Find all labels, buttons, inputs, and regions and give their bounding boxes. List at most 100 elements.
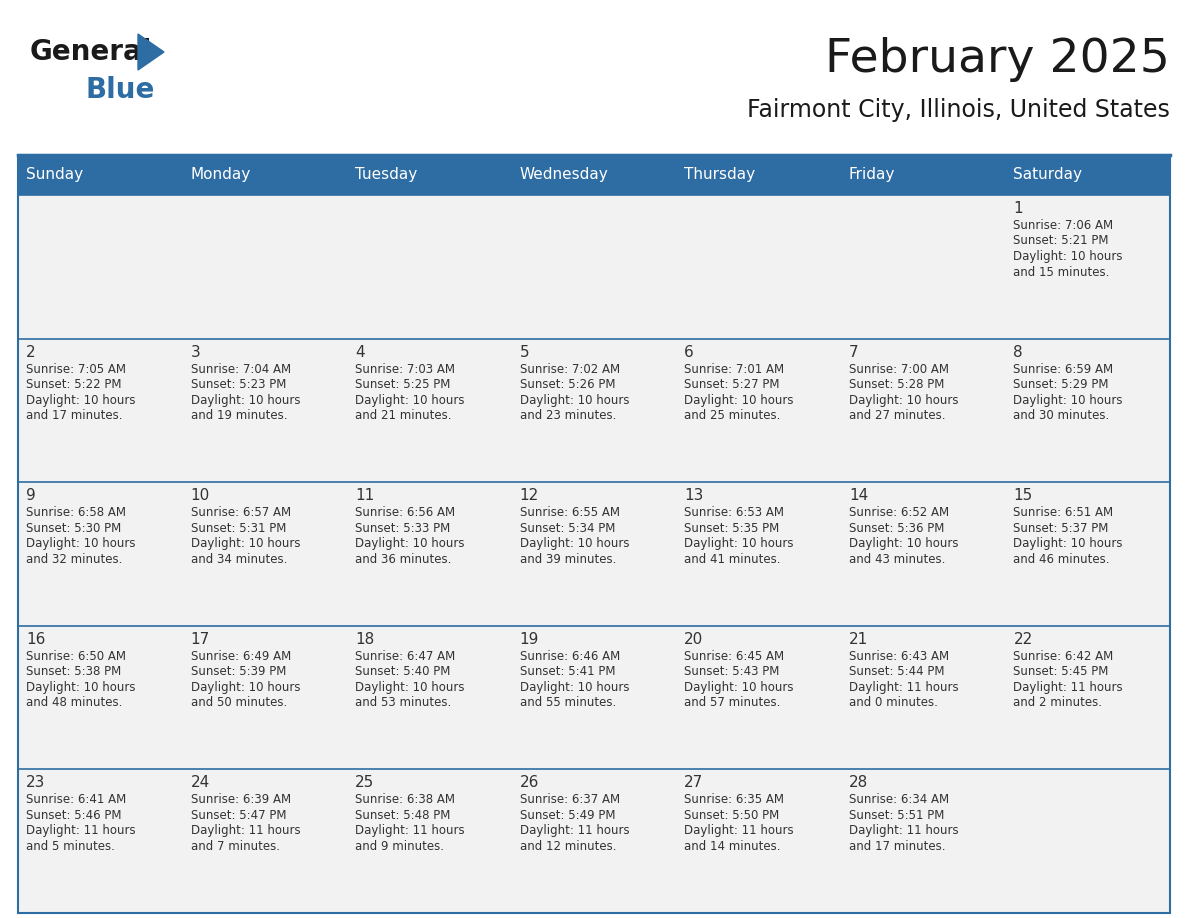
Text: Sunrise: 6:38 AM: Sunrise: 6:38 AM — [355, 793, 455, 806]
Text: Daylight: 10 hours: Daylight: 10 hours — [190, 681, 301, 694]
Text: and 15 minutes.: and 15 minutes. — [1013, 265, 1110, 278]
Text: Sunset: 5:33 PM: Sunset: 5:33 PM — [355, 521, 450, 534]
Text: 9: 9 — [26, 488, 36, 503]
Text: and 5 minutes.: and 5 minutes. — [26, 840, 115, 853]
Text: Sunrise: 6:41 AM: Sunrise: 6:41 AM — [26, 793, 126, 806]
Text: Sunrise: 6:37 AM: Sunrise: 6:37 AM — [519, 793, 620, 806]
Text: Sunrise: 7:03 AM: Sunrise: 7:03 AM — [355, 363, 455, 375]
Text: and 25 minutes.: and 25 minutes. — [684, 409, 781, 422]
Text: 20: 20 — [684, 632, 703, 647]
Text: 5: 5 — [519, 344, 530, 360]
Text: Daylight: 10 hours: Daylight: 10 hours — [1013, 394, 1123, 407]
Text: Daylight: 10 hours: Daylight: 10 hours — [190, 537, 301, 550]
Text: Daylight: 10 hours: Daylight: 10 hours — [519, 394, 630, 407]
Text: and 48 minutes.: and 48 minutes. — [26, 696, 122, 710]
Text: Daylight: 10 hours: Daylight: 10 hours — [355, 681, 465, 694]
Text: 11: 11 — [355, 488, 374, 503]
Text: and 30 minutes.: and 30 minutes. — [1013, 409, 1110, 422]
Text: and 17 minutes.: and 17 minutes. — [26, 409, 122, 422]
Text: Sunset: 5:36 PM: Sunset: 5:36 PM — [849, 521, 944, 534]
Text: General: General — [30, 38, 152, 66]
Text: Sunset: 5:21 PM: Sunset: 5:21 PM — [1013, 234, 1108, 248]
Text: Sunset: 5:34 PM: Sunset: 5:34 PM — [519, 521, 615, 534]
Text: Sunrise: 6:34 AM: Sunrise: 6:34 AM — [849, 793, 949, 806]
Text: Saturday: Saturday — [1013, 167, 1082, 183]
Text: Sunset: 5:45 PM: Sunset: 5:45 PM — [1013, 666, 1108, 678]
Bar — [18, 482, 1170, 626]
Text: Daylight: 11 hours: Daylight: 11 hours — [1013, 681, 1123, 694]
Text: and 19 minutes.: and 19 minutes. — [190, 409, 287, 422]
Text: 10: 10 — [190, 488, 210, 503]
Text: 28: 28 — [849, 776, 868, 790]
Text: and 50 minutes.: and 50 minutes. — [190, 696, 286, 710]
Text: Daylight: 11 hours: Daylight: 11 hours — [190, 824, 301, 837]
Text: Sunrise: 6:58 AM: Sunrise: 6:58 AM — [26, 506, 126, 520]
Text: Sunrise: 6:56 AM: Sunrise: 6:56 AM — [355, 506, 455, 520]
Text: Sunrise: 6:57 AM: Sunrise: 6:57 AM — [190, 506, 291, 520]
Text: 26: 26 — [519, 776, 539, 790]
Text: Sunset: 5:35 PM: Sunset: 5:35 PM — [684, 521, 779, 534]
Text: 8: 8 — [1013, 344, 1023, 360]
Text: Sunset: 5:27 PM: Sunset: 5:27 PM — [684, 378, 779, 391]
Text: Daylight: 10 hours: Daylight: 10 hours — [849, 394, 959, 407]
Text: and 53 minutes.: and 53 minutes. — [355, 696, 451, 710]
Text: Thursday: Thursday — [684, 167, 756, 183]
Text: and 2 minutes.: and 2 minutes. — [1013, 696, 1102, 710]
Text: and 36 minutes.: and 36 minutes. — [355, 553, 451, 565]
Text: Sunrise: 6:35 AM: Sunrise: 6:35 AM — [684, 793, 784, 806]
Text: and 41 minutes.: and 41 minutes. — [684, 553, 781, 565]
Text: Tuesday: Tuesday — [355, 167, 417, 183]
Text: Sunrise: 7:00 AM: Sunrise: 7:00 AM — [849, 363, 949, 375]
Text: and 21 minutes.: and 21 minutes. — [355, 409, 451, 422]
Text: Wednesday: Wednesday — [519, 167, 608, 183]
Text: Daylight: 11 hours: Daylight: 11 hours — [849, 681, 959, 694]
Text: 27: 27 — [684, 776, 703, 790]
Text: and 46 minutes.: and 46 minutes. — [1013, 553, 1110, 565]
Text: Sunrise: 6:45 AM: Sunrise: 6:45 AM — [684, 650, 784, 663]
Text: Daylight: 10 hours: Daylight: 10 hours — [190, 394, 301, 407]
Text: Sunrise: 7:06 AM: Sunrise: 7:06 AM — [1013, 219, 1113, 232]
Text: Sunrise: 6:42 AM: Sunrise: 6:42 AM — [1013, 650, 1113, 663]
Text: 12: 12 — [519, 488, 539, 503]
Text: Sunset: 5:43 PM: Sunset: 5:43 PM — [684, 666, 779, 678]
Text: Sunset: 5:48 PM: Sunset: 5:48 PM — [355, 809, 450, 822]
Text: Daylight: 10 hours: Daylight: 10 hours — [26, 681, 135, 694]
Text: Daylight: 10 hours: Daylight: 10 hours — [355, 537, 465, 550]
Text: Daylight: 11 hours: Daylight: 11 hours — [26, 824, 135, 837]
Text: Sunset: 5:38 PM: Sunset: 5:38 PM — [26, 666, 121, 678]
Text: Sunrise: 7:02 AM: Sunrise: 7:02 AM — [519, 363, 620, 375]
Text: Daylight: 10 hours: Daylight: 10 hours — [684, 681, 794, 694]
Text: Sunrise: 7:05 AM: Sunrise: 7:05 AM — [26, 363, 126, 375]
Text: Sunset: 5:44 PM: Sunset: 5:44 PM — [849, 666, 944, 678]
Text: Sunrise: 6:49 AM: Sunrise: 6:49 AM — [190, 650, 291, 663]
Bar — [18, 339, 1170, 482]
Text: and 7 minutes.: and 7 minutes. — [190, 840, 279, 853]
Text: Daylight: 10 hours: Daylight: 10 hours — [519, 681, 630, 694]
Text: Sunset: 5:37 PM: Sunset: 5:37 PM — [1013, 521, 1108, 534]
Text: Daylight: 11 hours: Daylight: 11 hours — [849, 824, 959, 837]
Text: Sunset: 5:30 PM: Sunset: 5:30 PM — [26, 521, 121, 534]
Text: and 57 minutes.: and 57 minutes. — [684, 696, 781, 710]
Text: Sunset: 5:50 PM: Sunset: 5:50 PM — [684, 809, 779, 822]
Text: Sunset: 5:40 PM: Sunset: 5:40 PM — [355, 666, 450, 678]
Text: Sunrise: 6:39 AM: Sunrise: 6:39 AM — [190, 793, 291, 806]
Text: Daylight: 11 hours: Daylight: 11 hours — [684, 824, 794, 837]
Text: 13: 13 — [684, 488, 703, 503]
Text: 2: 2 — [26, 344, 36, 360]
Text: Sunset: 5:29 PM: Sunset: 5:29 PM — [1013, 378, 1108, 391]
Text: Sunset: 5:31 PM: Sunset: 5:31 PM — [190, 521, 286, 534]
Text: and 14 minutes.: and 14 minutes. — [684, 840, 781, 853]
Text: Daylight: 10 hours: Daylight: 10 hours — [26, 537, 135, 550]
Text: Sunday: Sunday — [26, 167, 83, 183]
Text: and 12 minutes.: and 12 minutes. — [519, 840, 617, 853]
Text: 18: 18 — [355, 632, 374, 647]
Text: and 43 minutes.: and 43 minutes. — [849, 553, 946, 565]
Text: and 32 minutes.: and 32 minutes. — [26, 553, 122, 565]
Text: 1: 1 — [1013, 201, 1023, 216]
Text: Sunset: 5:49 PM: Sunset: 5:49 PM — [519, 809, 615, 822]
Text: Sunset: 5:25 PM: Sunset: 5:25 PM — [355, 378, 450, 391]
Text: 4: 4 — [355, 344, 365, 360]
Text: and 17 minutes.: and 17 minutes. — [849, 840, 946, 853]
Text: 7: 7 — [849, 344, 859, 360]
Bar — [18, 155, 1170, 913]
